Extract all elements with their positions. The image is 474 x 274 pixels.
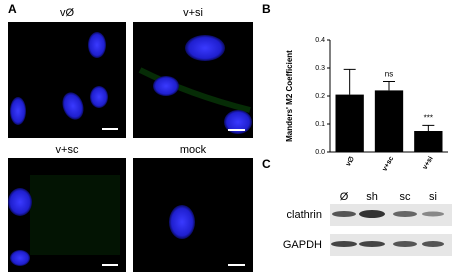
error-bar: [343, 68, 356, 95]
y-tick-label: 0.3: [315, 65, 325, 72]
row-label: GAPDH: [283, 239, 322, 251]
x-tick-label: v∅: [344, 155, 356, 168]
micrograph: [8, 22, 126, 138]
image-label: vØ: [60, 7, 75, 19]
micrograph: [133, 22, 253, 138]
image-label: v+sc: [56, 144, 79, 156]
lane-label: sc: [400, 191, 412, 203]
error-bar: [422, 124, 435, 131]
panel-label: B: [262, 2, 271, 16]
y-tick-label: 0.0: [315, 149, 325, 156]
error-bar: [383, 80, 395, 91]
lane-label: si: [429, 191, 437, 203]
y-axis-label: Manders' M2 Coefficient: [285, 50, 294, 142]
lane-label: Ø: [340, 191, 349, 203]
micrograph: [8, 158, 126, 272]
panel-label: A: [8, 2, 17, 16]
y-tick-label: 0.2: [315, 93, 325, 100]
bar: [374, 90, 404, 152]
y-tick-label: 0.4: [315, 37, 325, 44]
micrograph: [133, 158, 253, 272]
row-label: clathrin: [287, 209, 322, 221]
y-tick-label: 0.1: [315, 121, 325, 128]
x-tick-label: v+si: [422, 155, 435, 171]
bar: [414, 131, 443, 152]
x-tick-label: v+sc: [381, 155, 395, 172]
significance-label: ns: [385, 70, 393, 79]
image-label: v+si: [183, 7, 203, 19]
bar: [335, 94, 364, 152]
panel-label: C: [262, 157, 271, 171]
image-label: mock: [180, 144, 207, 156]
lane-label: sh: [366, 191, 378, 203]
significance-label: ***: [424, 114, 433, 123]
western-blot: [330, 204, 452, 256]
